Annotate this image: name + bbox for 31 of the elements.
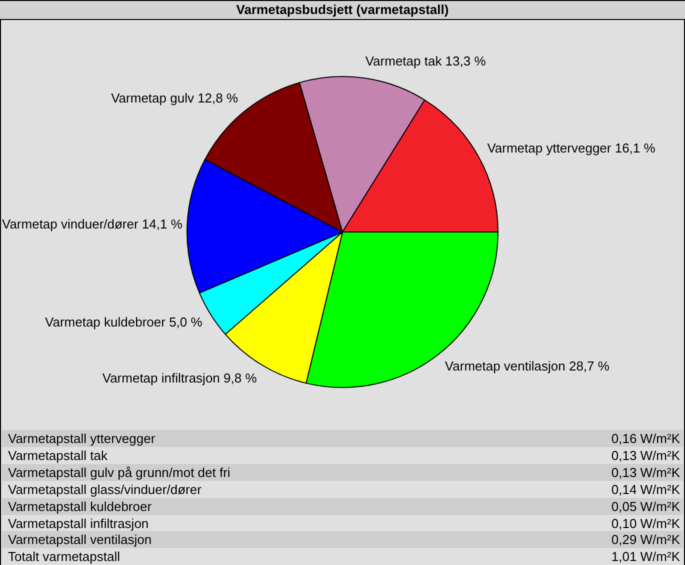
category-label: Totalt varmetapstall bbox=[8, 548, 120, 565]
text: 0,29 W/m²K bbox=[611, 532, 680, 548]
text: 0,16 W/m²K bbox=[611, 431, 680, 446]
data-label: 9,8 % bbox=[224, 370, 258, 386]
text: 0,10 W/m²K bbox=[611, 516, 680, 530]
category-label: Varmetapstall ventilasjon bbox=[8, 531, 152, 548]
slice-label: Varmetap gulv bbox=[111, 90, 194, 106]
data-label: 12,8 % bbox=[198, 90, 238, 106]
slice-label: Varmetap infiltrasjon bbox=[102, 370, 220, 386]
slice-label: Varmetap ventilasjon bbox=[444, 358, 566, 374]
chart-title: Varmetapsbudsjett (varmetapstall) bbox=[0, 0, 685, 20]
slice-label: Varmetap kuldebroer bbox=[45, 314, 166, 330]
data-label: 16,1 % bbox=[614, 140, 656, 156]
category-label: Varmetapstall tak bbox=[8, 446, 108, 464]
text: 0,13 W/m²K bbox=[611, 464, 680, 480]
data-label: 28,7 % bbox=[568, 358, 610, 374]
slice-label: Varmetap vinduer/dører bbox=[2, 216, 139, 232]
category-label: Varmetapstall infiltrasjon bbox=[8, 514, 149, 532]
data-label: 5,0 % bbox=[169, 314, 203, 330]
category-label: Varmetapstall glass/vinduer/dører bbox=[8, 480, 202, 498]
text: 0,05 W/m²K bbox=[611, 498, 680, 514]
category-label: Varmetapstall gulv på grunn/mot det fri bbox=[8, 464, 230, 481]
text: 1,01 W/m²K bbox=[611, 549, 680, 564]
text: 0,13 W/m²K bbox=[611, 448, 680, 463]
data-label: 13,3 % bbox=[445, 54, 486, 69]
data-label: 14,1 % bbox=[142, 216, 183, 232]
text: 0,14 W/m²K bbox=[611, 482, 680, 497]
category-label: Varmetapstall kuldebroer bbox=[8, 498, 152, 515]
category-label: Varmetapstall yttervegger bbox=[8, 430, 156, 447]
slice-label: Varmetap tak bbox=[365, 54, 442, 69]
slice-label: Varmetap yttervegger bbox=[487, 140, 612, 156]
